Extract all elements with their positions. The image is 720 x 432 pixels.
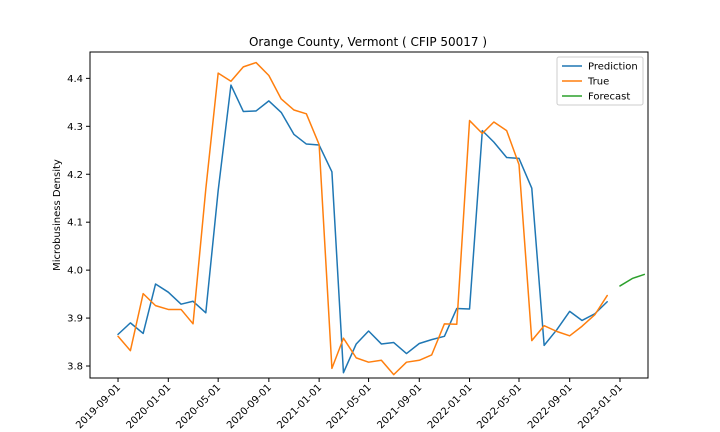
series-line-true [117, 61, 608, 376]
y-tick-label: 3.8 [67, 362, 83, 373]
legend: Prediction True Forecast [556, 56, 644, 106]
y-axis: 3.8 3.9 4.0 4.1 4.2 4.3 4.4 [67, 74, 90, 373]
series-line-forecast [619, 273, 646, 287]
chart-title: Orange County, Vermont ( CFIP 50017 ) [249, 35, 487, 49]
series-line-prediction [117, 84, 608, 374]
y-tick-label: 4.1 [67, 218, 83, 229]
legend-label-prediction: Prediction [588, 62, 638, 73]
y-tick-label: 3.9 [67, 314, 83, 325]
y-tick-label: 4.4 [67, 74, 83, 85]
plot-lines [117, 61, 646, 376]
y-tick-label: 4.3 [67, 122, 83, 133]
legend-label-true: True [587, 77, 609, 88]
y-tick-label: 4.0 [67, 266, 83, 277]
y-axis-label: Microbusiness Density [52, 159, 63, 271]
legend-label-forecast: Forecast [588, 92, 630, 103]
y-tick-label: 4.2 [67, 170, 83, 181]
legend-box [556, 56, 644, 106]
